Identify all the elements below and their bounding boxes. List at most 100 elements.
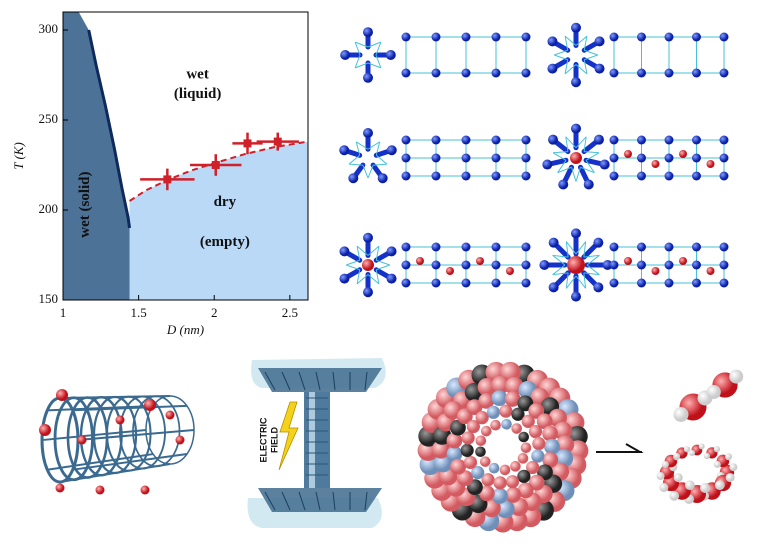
bond — [552, 254, 569, 258]
nanotube — [304, 392, 330, 488]
atom — [463, 455, 478, 470]
nanotube-shine — [309, 392, 315, 488]
bond — [583, 254, 600, 258]
atom — [651, 160, 660, 168]
bond — [375, 41, 382, 56]
bond — [346, 259, 360, 266]
atom — [599, 159, 610, 170]
atom — [491, 32, 501, 42]
atom — [719, 153, 729, 163]
bond — [348, 163, 363, 166]
atom — [363, 128, 373, 138]
region-label: (liquid) — [174, 86, 222, 102]
atom — [505, 487, 522, 503]
bond — [575, 64, 588, 75]
region-fill — [63, 12, 130, 300]
atom — [664, 68, 674, 78]
bond — [355, 141, 361, 156]
atom — [594, 36, 605, 47]
bond — [580, 166, 595, 174]
atom — [664, 242, 674, 252]
bond — [585, 152, 600, 161]
atom — [689, 450, 696, 457]
atom — [692, 135, 701, 145]
atom — [567, 256, 585, 274]
atom — [491, 260, 501, 270]
atom — [692, 153, 701, 163]
atom — [481, 473, 495, 487]
atom — [673, 452, 681, 460]
atom — [386, 145, 397, 156]
data-point — [163, 175, 172, 184]
atom — [518, 431, 530, 443]
y-tick-label: 200 — [39, 201, 59, 216]
bond — [564, 64, 577, 75]
bond — [356, 245, 369, 256]
atom — [719, 32, 729, 42]
atom — [339, 273, 350, 284]
atom — [56, 389, 68, 401]
atom — [521, 414, 535, 428]
tube-wall — [77, 429, 195, 441]
atom — [536, 413, 553, 430]
atom — [39, 424, 51, 436]
bond — [367, 164, 374, 179]
atom — [461, 68, 471, 78]
atom — [140, 485, 150, 495]
atom — [528, 424, 543, 439]
atom — [466, 419, 480, 434]
field-label: ELECTRIC — [258, 417, 268, 463]
bond — [583, 59, 588, 74]
atom — [493, 476, 507, 490]
atom — [679, 150, 687, 158]
atom — [165, 410, 175, 420]
atom — [729, 369, 744, 384]
atom — [719, 278, 729, 288]
atom — [362, 259, 374, 271]
atom — [570, 152, 582, 164]
illustrations: ELECTRIC FIELD — [39, 22, 744, 533]
atom — [466, 399, 483, 416]
atom — [637, 260, 646, 270]
atom — [501, 418, 512, 430]
atom — [431, 153, 441, 163]
bond — [554, 49, 568, 56]
bond — [367, 274, 380, 285]
atom — [719, 135, 729, 145]
atom — [555, 435, 575, 454]
bond — [356, 269, 361, 284]
atom — [450, 458, 467, 475]
atom — [609, 68, 619, 78]
atom — [637, 68, 646, 78]
atom — [594, 63, 605, 74]
atom — [609, 135, 619, 145]
bond — [584, 49, 598, 56]
bond — [565, 272, 569, 289]
atom — [532, 437, 546, 451]
bond — [564, 36, 569, 51]
bond — [585, 160, 595, 173]
atom — [446, 267, 454, 275]
atom — [339, 246, 350, 257]
atom — [714, 480, 725, 491]
bond — [575, 167, 581, 182]
atom — [673, 473, 683, 483]
atom — [521, 135, 531, 145]
atom — [499, 464, 511, 476]
lightning — [278, 401, 299, 471]
bond — [557, 160, 567, 173]
bond — [552, 254, 566, 266]
atom — [602, 260, 613, 270]
atom — [363, 287, 373, 298]
atom — [363, 232, 373, 243]
bond — [584, 54, 598, 61]
atom — [571, 123, 581, 134]
atom — [664, 278, 674, 288]
atom — [659, 483, 669, 493]
bond — [586, 264, 600, 276]
bond — [364, 491, 368, 511]
atom — [491, 242, 501, 252]
bond — [575, 275, 587, 289]
atom — [475, 446, 486, 458]
